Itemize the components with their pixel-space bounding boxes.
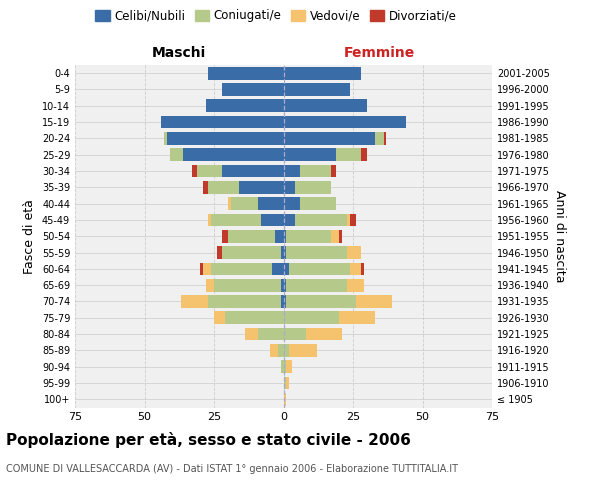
Bar [161, 116, 284, 128]
Bar [261, 214, 284, 226]
Text: Popolazione per età, sesso e stato civile - 2006: Popolazione per età, sesso e stato civil… [6, 432, 411, 448]
Bar [295, 214, 347, 226]
Bar [361, 148, 367, 161]
Bar [228, 198, 230, 210]
Bar [211, 214, 261, 226]
Bar [286, 295, 356, 308]
Bar [284, 312, 339, 324]
Bar [284, 246, 286, 259]
Bar [239, 181, 284, 194]
Bar [223, 164, 284, 177]
Bar [275, 230, 284, 242]
Bar [347, 214, 350, 226]
Bar [284, 376, 286, 390]
Bar [339, 312, 375, 324]
Legend: Celibi/Nubili, Coniugati/e, Vedovi/e, Divorziati/e: Celibi/Nubili, Coniugati/e, Vedovi/e, Di… [92, 6, 460, 26]
Bar [206, 100, 284, 112]
Bar [350, 214, 356, 226]
Bar [203, 262, 211, 275]
Bar [350, 262, 361, 275]
Bar [284, 328, 306, 340]
Bar [284, 214, 295, 226]
Bar [259, 198, 284, 210]
Bar [284, 344, 289, 357]
Bar [284, 181, 295, 194]
Bar [223, 230, 228, 242]
Bar [289, 344, 317, 357]
Bar [284, 67, 361, 80]
Y-axis label: Anni di nascita: Anni di nascita [553, 190, 566, 282]
Bar [289, 262, 350, 275]
Bar [281, 279, 284, 291]
Bar [284, 198, 300, 210]
Bar [223, 246, 281, 259]
Bar [356, 295, 392, 308]
Bar [361, 262, 364, 275]
Bar [272, 262, 284, 275]
Bar [375, 132, 383, 145]
Text: Femmine: Femmine [344, 46, 415, 60]
Bar [284, 360, 286, 373]
Bar [284, 100, 367, 112]
Bar [284, 295, 286, 308]
Bar [245, 328, 259, 340]
Bar [203, 181, 208, 194]
Bar [181, 295, 208, 308]
Bar [284, 230, 286, 242]
Bar [281, 360, 284, 373]
Bar [170, 148, 184, 161]
Bar [200, 262, 203, 275]
Bar [383, 132, 386, 145]
Bar [208, 214, 211, 226]
Bar [211, 262, 272, 275]
Bar [331, 164, 337, 177]
Bar [278, 344, 284, 357]
Bar [337, 148, 361, 161]
Bar [286, 279, 347, 291]
Bar [192, 164, 197, 177]
Bar [284, 393, 286, 406]
Bar [347, 279, 364, 291]
Bar [284, 279, 286, 291]
Bar [286, 230, 331, 242]
Bar [214, 312, 225, 324]
Bar [300, 198, 337, 210]
Bar [284, 148, 337, 161]
Bar [284, 164, 300, 177]
Y-axis label: Fasce di età: Fasce di età [23, 199, 36, 274]
Bar [284, 83, 350, 96]
Bar [286, 246, 347, 259]
Bar [164, 132, 167, 145]
Bar [167, 132, 284, 145]
Bar [284, 132, 375, 145]
Bar [281, 246, 284, 259]
Bar [228, 230, 275, 242]
Bar [295, 181, 331, 194]
Bar [300, 164, 331, 177]
Bar [339, 230, 342, 242]
Text: Maschi: Maschi [152, 46, 206, 60]
Bar [208, 181, 239, 194]
Bar [284, 262, 289, 275]
Bar [306, 328, 342, 340]
Bar [269, 344, 278, 357]
Bar [184, 148, 284, 161]
Bar [331, 230, 339, 242]
Bar [347, 246, 361, 259]
Bar [286, 376, 289, 390]
Bar [217, 246, 223, 259]
Bar [284, 116, 406, 128]
Bar [281, 295, 284, 308]
Bar [208, 67, 284, 80]
Bar [206, 279, 214, 291]
Bar [208, 295, 281, 308]
Bar [197, 164, 223, 177]
Bar [230, 198, 259, 210]
Bar [225, 312, 284, 324]
Bar [223, 83, 284, 96]
Bar [286, 360, 292, 373]
Text: COMUNE DI VALLESACCARDA (AV) - Dati ISTAT 1° gennaio 2006 - Elaborazione TUTTITA: COMUNE DI VALLESACCARDA (AV) - Dati ISTA… [6, 464, 458, 474]
Bar [259, 328, 284, 340]
Bar [214, 279, 281, 291]
